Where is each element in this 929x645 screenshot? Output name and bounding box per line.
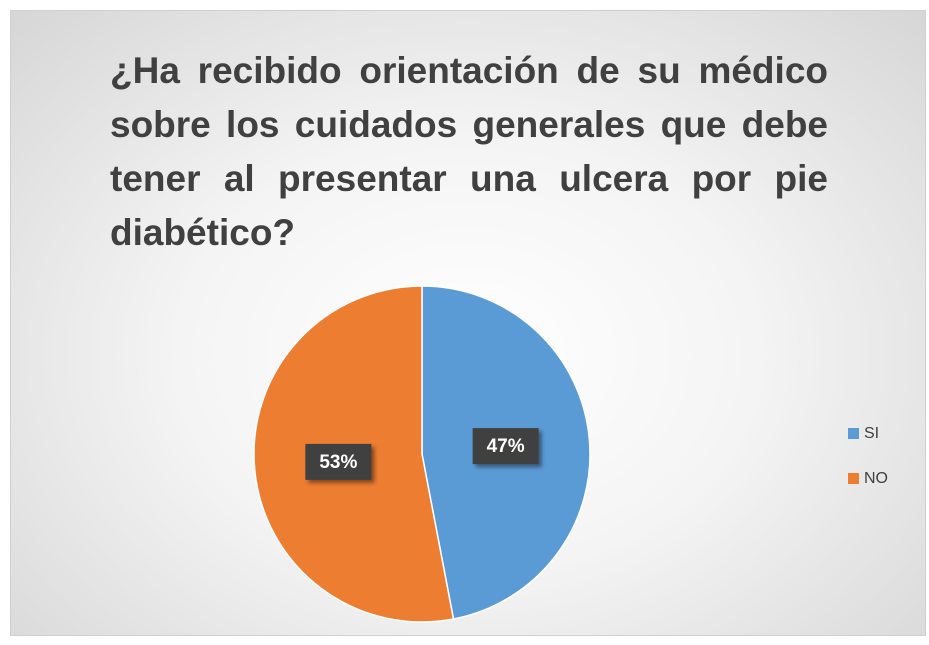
data-label-box xyxy=(472,428,539,465)
legend-swatch xyxy=(848,473,859,484)
chart-title: ¿Ha recibido orientación de su médico so… xyxy=(110,50,828,253)
data-label-box xyxy=(305,443,372,480)
legend-label: SI xyxy=(864,425,879,442)
legend-label: NO xyxy=(864,470,888,487)
legend-swatch xyxy=(848,428,859,439)
data-label: 53% xyxy=(319,452,357,473)
data-label: 47% xyxy=(487,436,525,457)
